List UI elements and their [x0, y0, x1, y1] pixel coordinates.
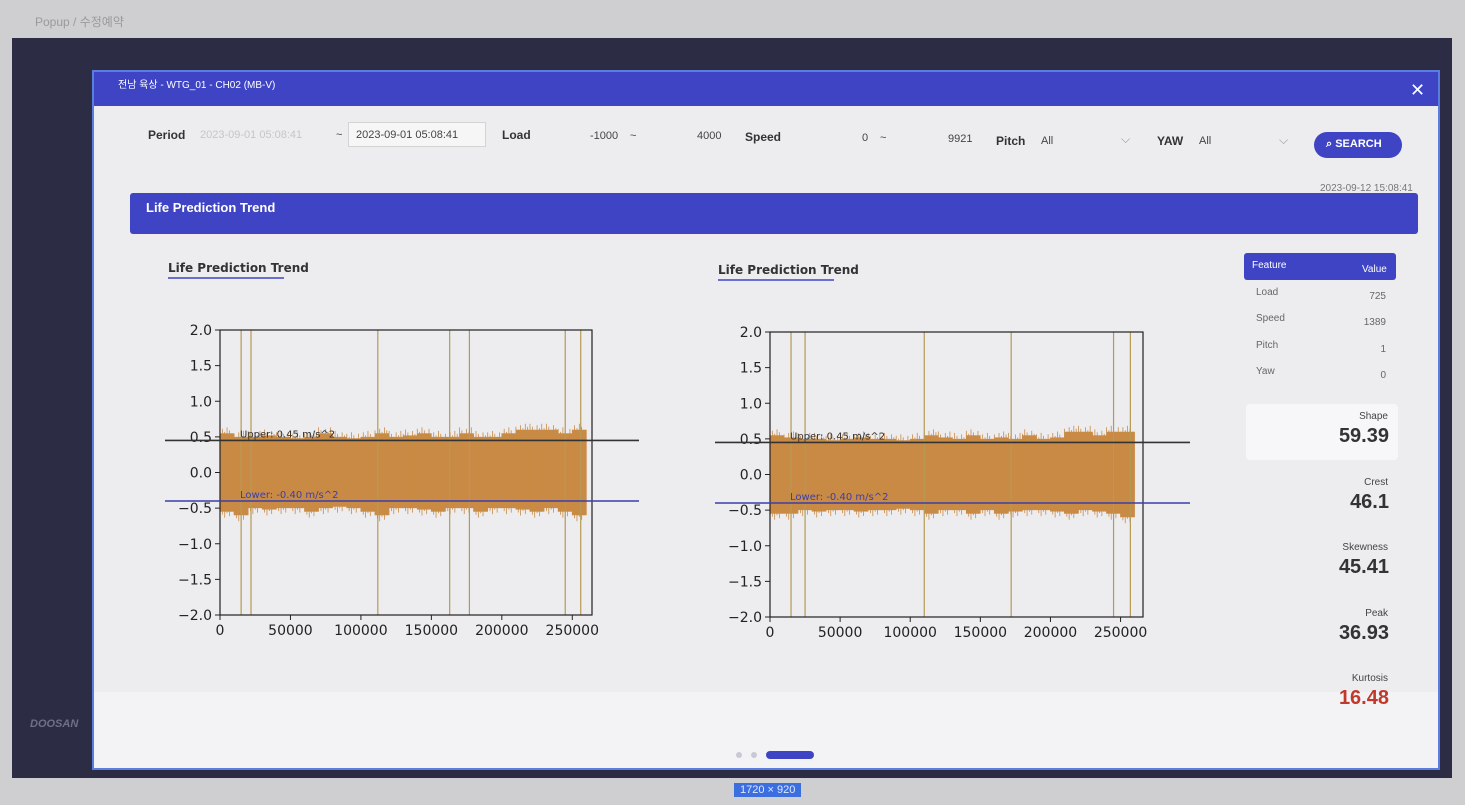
y-tick-label: 1.5 — [190, 359, 212, 375]
page-dot-active[interactable] — [766, 751, 814, 759]
brand: DOOSAN — [30, 718, 79, 730]
popup-header — [94, 72, 1438, 106]
x-tick-label: 0 — [766, 625, 775, 641]
y-tick-label: 1.5 — [740, 361, 762, 377]
feature-name: Yaw — [1256, 365, 1275, 377]
period-label: Period — [148, 128, 186, 142]
y-tick-label: −1.5 — [728, 574, 762, 590]
y-tick-label: −1.0 — [178, 537, 212, 553]
threshold-label: Upper: 0.45 m/s^2 — [790, 431, 885, 442]
yaw-select[interactable]: All — [1199, 135, 1212, 147]
speed-label: Speed — [745, 130, 782, 144]
card-value: 46.1 — [1350, 490, 1389, 513]
plot-frame — [769, 331, 1144, 618]
close-button[interactable]: ✕ — [1410, 80, 1426, 100]
card-value: 45.41 — [1338, 556, 1389, 578]
y-tick-label: 0.5 — [740, 432, 762, 448]
period-sep: ~ — [336, 129, 343, 141]
page-dot[interactable] — [751, 752, 757, 758]
y-tick-label: 0.5 — [190, 430, 212, 446]
pitch-select[interactable]: All — [1041, 135, 1054, 147]
search-label: ⌕ SEARCH — [1326, 138, 1382, 150]
threshold-label: Lower: -0.40 m/s^2 — [240, 490, 338, 501]
popup-title: 전남 육상 - WTG_01 - CH02 (MB-V) — [118, 80, 276, 91]
load-label: Load — [502, 128, 531, 142]
search-text: SEARCH — [1335, 138, 1382, 150]
period-to-input[interactable] — [348, 122, 486, 147]
yaw-label: YAW — [1157, 134, 1184, 148]
chevron: ⌵ — [1121, 132, 1131, 146]
popup: 전남 육상 - WTG_01 - CH02 (MB-V) ✕ — [92, 70, 1440, 770]
y-tick-label: 1.0 — [190, 394, 212, 410]
y-tick-label: −1.0 — [728, 539, 762, 555]
y-tick-label: 0.0 — [190, 466, 212, 482]
chart-title: Life Prediction Trend — [718, 263, 859, 277]
feature-name: Speed — [1256, 313, 1285, 325]
pitch-label: Pitch — [996, 134, 1026, 148]
section-bar — [130, 193, 1418, 234]
card-label: Skewness — [1342, 542, 1388, 553]
page-dot[interactable] — [736, 752, 742, 758]
breadcrumb: Popup / 수정예약 — [35, 15, 124, 29]
x-tick-label: 250000 — [1094, 625, 1147, 641]
x-tick-label: 250000 — [546, 623, 599, 639]
search-button[interactable] — [1314, 132, 1402, 158]
timestamp: 2023-09-12 15:08:41 — [1320, 183, 1413, 194]
x-tick-label: 200000 — [1024, 625, 1077, 641]
speed-max[interactable]: 9921 — [948, 133, 973, 145]
chart: Life Prediction Trend −2.0 −1.5 −1.0 −0.5 0.0… — [715, 263, 1190, 641]
y-tick-label: −0.5 — [178, 501, 212, 517]
table-header — [1244, 253, 1396, 280]
x-tick-label: 200000 — [475, 623, 528, 639]
x-tick-label: 100000 — [883, 625, 936, 641]
threshold-label: Upper: 0.45 m/s^2 — [240, 429, 335, 440]
card-label: Kurtosis — [1351, 673, 1388, 684]
y-tick-label: 0.0 — [740, 468, 762, 484]
x-tick-label: 150000 — [405, 623, 458, 639]
speed-sep: ~ — [880, 132, 887, 144]
chart-title: Life Prediction Trend — [168, 261, 309, 275]
card-label: Shape — [1359, 411, 1388, 422]
card-value: 36.93 — [1338, 621, 1389, 644]
y-tick-label: 1.0 — [740, 396, 762, 412]
chevron: ⌵ — [1279, 133, 1289, 147]
plot-frame — [219, 329, 593, 616]
speed-min[interactable]: 0 — [862, 132, 869, 144]
load-sep: ~ — [630, 130, 637, 142]
x-tick-label: 50000 — [268, 623, 313, 639]
y-tick-label: 2.0 — [190, 323, 212, 339]
x-tick-label: 50000 — [818, 625, 863, 641]
section-title: Life Prediction Trend — [146, 200, 276, 215]
size-label: 1720 × 920 — [734, 783, 802, 797]
card-label: Peak — [1365, 607, 1388, 619]
feature-value: 0 — [1380, 369, 1386, 381]
x-tick-label: 100000 — [334, 623, 387, 639]
feature-value: 725 — [1369, 291, 1386, 302]
threshold-label: Lower: -0.40 m/s^2 — [790, 492, 888, 503]
table-header-cell: Feature — [1252, 260, 1287, 271]
x-tick-label: 0 — [216, 623, 225, 639]
feature-value: 1389 — [1363, 317, 1386, 329]
card — [1246, 404, 1398, 460]
period-from[interactable]: 2023-09-01 05:08:41 — [200, 129, 303, 141]
chart: Life Prediction Trend −2.0 −1.5 −1.0 −0.5 0.0… — [165, 261, 639, 639]
load-max[interactable]: 4000 — [697, 130, 722, 142]
load-min[interactable]: -1000 — [590, 130, 619, 142]
feature-value: 1 — [1380, 343, 1386, 355]
table-header-cell: Value — [1362, 264, 1387, 275]
x-tick-label: 150000 — [954, 625, 1007, 641]
card-value: 59.39 — [1338, 425, 1389, 447]
card-value: 16.48 — [1338, 687, 1389, 709]
card-label: Crest — [1364, 476, 1388, 488]
y-tick-label: 2.0 — [740, 325, 762, 341]
y-tick-label: −2.0 — [178, 608, 212, 624]
feature-name: Pitch — [1256, 339, 1279, 351]
period-to: 2023-09-01 05:08:41 — [356, 129, 459, 141]
feature-name: Load — [1256, 287, 1279, 298]
y-tick-label: −0.5 — [728, 503, 762, 519]
y-tick-label: −1.5 — [178, 572, 212, 588]
y-tick-label: −2.0 — [728, 610, 762, 626]
